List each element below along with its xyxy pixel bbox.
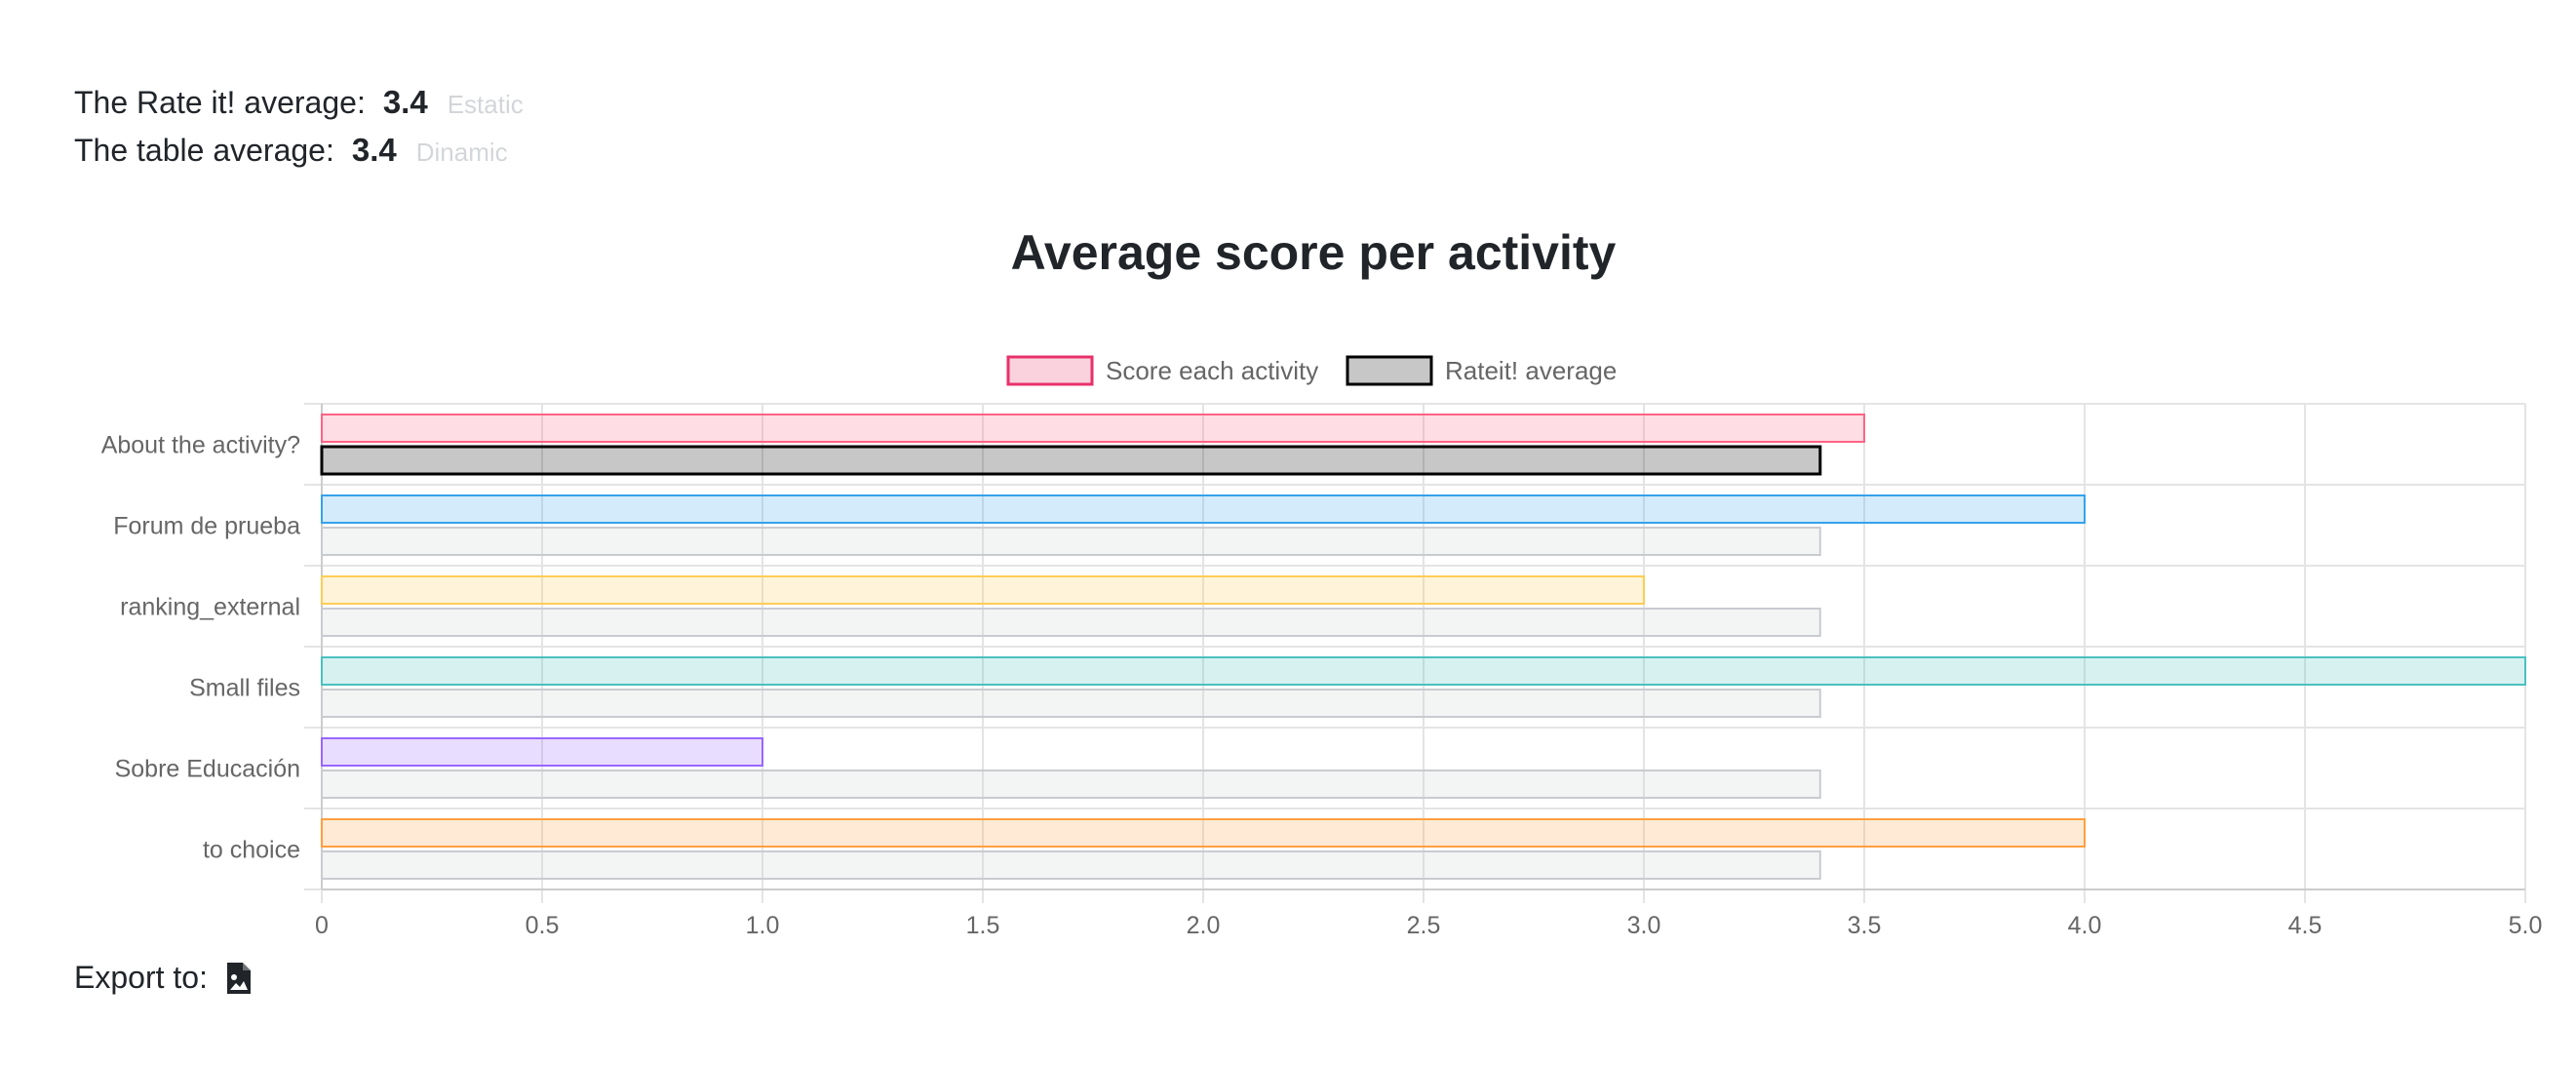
table-average-tag: Dinamic (415, 138, 508, 167)
export-label: Export to: (74, 960, 208, 995)
y-category-label: Forum de prueba (113, 513, 300, 540)
export-section: Export to: (74, 960, 253, 996)
x-tick-label: 5.0 (2509, 912, 2543, 939)
x-tick-label: 0 (315, 912, 329, 939)
y-category-label: Sobre Educación (115, 756, 300, 783)
score-bar (321, 656, 2526, 686)
table-average-label: The table average: (74, 133, 334, 168)
average-bar (321, 608, 1821, 637)
score-bar (321, 575, 1645, 605)
average-bar (320, 445, 1822, 476)
y-category-label: Small files (189, 675, 300, 702)
average-bar (321, 770, 1821, 799)
x-tick-label: 4.0 (2068, 912, 2102, 939)
chart-title: Average score per activity (1010, 225, 1617, 280)
score-bar (321, 494, 2086, 524)
score-bar (321, 818, 2086, 848)
x-tick-label: 2.5 (1407, 912, 1441, 939)
average-bar (321, 850, 1821, 880)
legend-item-average-label: Rateit! average (1445, 356, 1617, 385)
table-average-line: The table average: 3.4 Dinamic (74, 132, 508, 169)
rateit-average-tag: Estatic (447, 90, 524, 119)
y-category-label: About the activity? (101, 432, 300, 459)
legend-item-score-swatch (1006, 355, 1094, 386)
legend-item-score-label: Score each activity (1106, 356, 1318, 385)
x-tick-label: 1.0 (746, 912, 780, 939)
x-tick-label: 3.5 (1848, 912, 1882, 939)
table-average-value: 3.4 (351, 132, 397, 168)
x-tick-label: 2.0 (1187, 912, 1221, 939)
x-tick-label: 4.5 (2288, 912, 2322, 939)
legend-item-average-swatch (1346, 355, 1433, 386)
x-tick-label: 1.5 (966, 912, 1000, 939)
average-bar (321, 527, 1821, 556)
file-image-icon[interactable] (225, 961, 253, 996)
average-bar (321, 689, 1821, 718)
score-bar (321, 737, 763, 767)
x-tick-label: 3.0 (1627, 912, 1661, 939)
y-category-label: ranking_external (120, 594, 300, 621)
score-bar (321, 414, 1865, 443)
x-tick-label: 0.5 (526, 912, 560, 939)
rateit-average-value: 3.4 (382, 84, 428, 120)
rateit-average-label: The Rate it! average: (74, 85, 366, 120)
y-category-label: to choice (203, 837, 300, 864)
rateit-average-line: The Rate it! average: 3.4 Estatic (74, 84, 524, 121)
